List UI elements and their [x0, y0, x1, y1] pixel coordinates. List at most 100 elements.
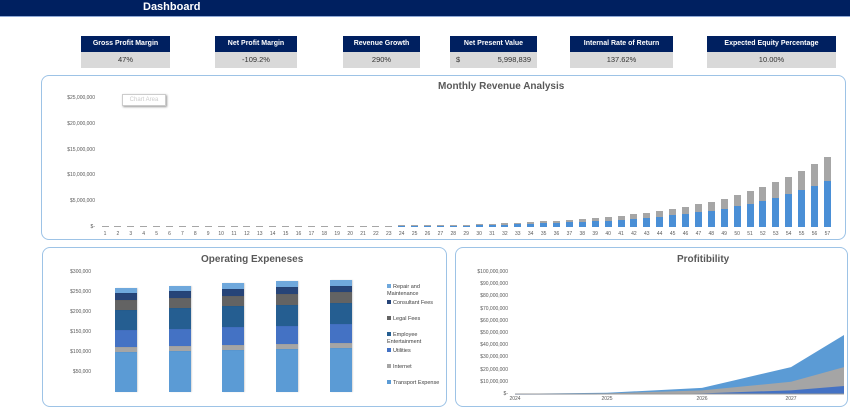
x-tick-label: 26: [424, 231, 431, 237]
kpi-label: Expected Equity Percentage: [707, 36, 836, 52]
x-tick-label: 32: [502, 231, 508, 237]
x-tick-label: 38: [579, 231, 586, 237]
revenue-bar-segment: [307, 225, 315, 227]
y-tick-label: $50,000: [72, 369, 91, 375]
revenue-bar-segment: [823, 181, 831, 227]
revenue-bar-segment: [720, 199, 728, 209]
x-tick-label: 35: [540, 231, 547, 237]
x-tick-label: 37: [566, 231, 573, 237]
expense-bar-segment: [115, 351, 137, 392]
expense-bar-segment: [222, 344, 244, 350]
legend-swatch: [387, 300, 391, 304]
y-tick-label: $100,000,000: [477, 269, 508, 275]
x-tick-label: 13: [257, 231, 263, 237]
revenue-bar-segment: [449, 225, 457, 227]
revenue-bar-segment: [707, 210, 715, 227]
kpi-label: Internal Rate of Return: [570, 36, 673, 52]
x-tick-label: 47: [695, 231, 702, 237]
revenue-bar-segment: [411, 225, 419, 227]
revenue-bar-segment: [114, 225, 122, 227]
revenue-bar-segment: [127, 225, 135, 227]
legend-item: Consultant Fees: [387, 300, 443, 307]
expense-bar-segment: [276, 287, 298, 294]
revenue-bar-segment: [643, 217, 651, 227]
x-tick-label: 33: [515, 231, 521, 237]
revenue-bar-segment: [385, 225, 393, 227]
revenue-bar-segment: [733, 206, 741, 227]
revenue-bar-segment: [772, 197, 780, 227]
chart-title: Monthly Revenue Analysis: [438, 81, 565, 92]
y-tick-label: $10,000,000: [480, 378, 508, 385]
kpi-value-box: $5,998,839: [450, 52, 537, 68]
x-tick-label: 43: [644, 231, 650, 237]
x-tick-label: 27: [437, 231, 444, 237]
y-tick-label: $80,000,000: [480, 293, 508, 300]
legend-label: Utilities: [393, 348, 411, 354]
expense-bar-segment: [276, 343, 298, 349]
legend-label: Employee Entertainment: [387, 332, 422, 345]
revenue-bar-segment: [514, 222, 522, 225]
expense-bar-segment: [169, 285, 191, 292]
x-tick-label: 6: [168, 231, 171, 237]
y-tick-label: $5,000,000: [69, 198, 95, 205]
legend-swatch: [387, 380, 391, 384]
x-tick-label: 2025: [601, 396, 613, 402]
revenue-bar-segment: [527, 223, 535, 227]
expense-bar-segment: [222, 295, 244, 307]
revenue-bar-segment: [540, 221, 548, 224]
revenue-bar-segment: [720, 208, 728, 227]
x-tick-label: 31: [489, 231, 495, 237]
revenue-bar-segment: [811, 164, 818, 187]
revenue-bar-segment: [488, 223, 496, 225]
y-tick-label: $-: [90, 224, 95, 230]
revenue-bar-segment: [359, 225, 367, 227]
expense-bar-segment: [169, 308, 191, 329]
x-tick-label: 19: [334, 231, 340, 237]
x-tick-label: 30: [476, 231, 482, 237]
revenue-bar-segment: [424, 225, 431, 227]
x-tick-label: 49: [721, 231, 727, 237]
profit-area-series: [515, 367, 844, 394]
kpi-label: Revenue Growth: [343, 36, 420, 52]
x-tick-label: 11: [231, 231, 237, 237]
monthly-revenue-chart[interactable]: Monthly Revenue Analysis Chart Area $- $5…: [41, 75, 846, 240]
revenue-bar-segment: [630, 214, 638, 219]
kpi-value: 290%: [343, 52, 420, 68]
revenue-bar-segment: [140, 225, 148, 227]
operating-expenses-chart[interactable]: Operating Expeneses $50,000 $100,000 $150,…: [42, 247, 447, 407]
revenue-bar-segment: [591, 221, 599, 227]
legend-label: Legal Fees: [393, 316, 421, 322]
x-tick-label: 2026: [696, 396, 708, 402]
expense-bar-segment: [222, 283, 244, 290]
legend-label: Transport Expense: [393, 380, 440, 386]
profit-area-series: [515, 385, 844, 395]
y-tick-label: $150,000: [70, 329, 91, 335]
expense-bar-segment: [330, 324, 352, 343]
revenue-bar-segment: [656, 216, 664, 227]
x-tick-label: 12: [244, 231, 250, 237]
page-title: Dashboard: [143, 1, 201, 13]
revenue-bar-segment: [436, 224, 444, 226]
revenue-bar-segment: [733, 195, 741, 207]
revenue-bar-segment: [798, 190, 806, 227]
revenue-bar-segment: [553, 222, 560, 227]
revenue-bar-segment: [565, 222, 573, 227]
profitability-chart[interactable]: Profitibility $- $10,000,000 $20,000,000 $3…: [455, 247, 848, 407]
legend-swatch: [387, 348, 391, 352]
x-tick-label: 14: [269, 231, 276, 237]
currency-symbol: $: [456, 55, 461, 64]
expense-bar-segment: [330, 292, 352, 304]
x-tick-label: 45: [669, 231, 676, 237]
x-tick-label: 34: [527, 231, 534, 237]
x-tick-label: 48: [708, 231, 715, 237]
y-tick-label: $40,000,000: [480, 342, 508, 349]
revenue-bar-segment: [462, 225, 470, 227]
revenue-bar-segment: [707, 202, 715, 211]
x-tick-label: 25: [411, 231, 418, 237]
expense-bar-segment: [222, 306, 244, 328]
chart-title: Profitibility: [677, 254, 730, 265]
revenue-bar-segment: [759, 186, 767, 201]
kpi-label: Net Present Value: [450, 36, 537, 52]
expense-bar-segment: [169, 328, 191, 346]
expense-bar-segment: [276, 348, 298, 392]
